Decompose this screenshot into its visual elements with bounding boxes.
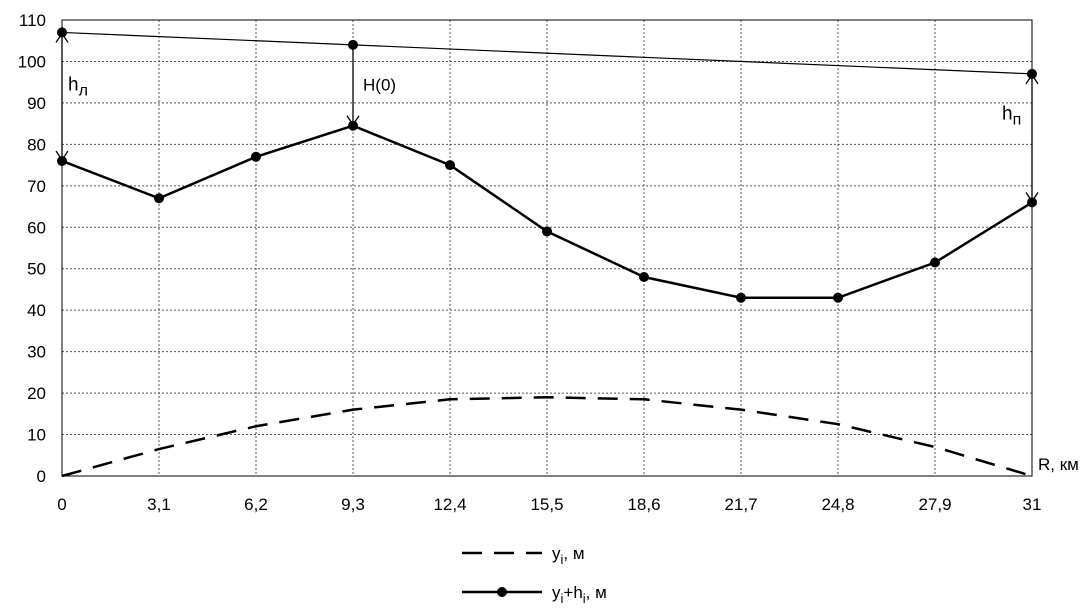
- plot-border: [61, 19, 1033, 477]
- x-tick-label: 18,6: [627, 495, 660, 514]
- line-of-sight: [61, 31, 1033, 75]
- grid: [61, 19, 1033, 477]
- x-tick-label: 21,7: [724, 495, 757, 514]
- x-tick-label: 6,2: [244, 495, 268, 514]
- y-tick-label: 100: [18, 52, 46, 71]
- h-center-label: H(0): [363, 75, 396, 94]
- series-yh-line: [61, 124, 1033, 299]
- y-tick-label: 70: [27, 177, 46, 196]
- y-tick-label: 50: [27, 260, 46, 279]
- legend-swatch-yh-marker: [497, 587, 507, 597]
- x-axis-label: R, км: [1038, 455, 1079, 474]
- h-left-label: hл: [68, 74, 88, 99]
- y-tick-label: 30: [27, 343, 46, 362]
- series-yh-point: [833, 292, 843, 303]
- x-tick-label: 27,9: [918, 495, 951, 514]
- series-yh-point: [154, 193, 164, 204]
- x-tick-label: 31: [1023, 495, 1042, 514]
- legend-label-yh: yi+hi, м: [552, 583, 607, 606]
- h-left-arrow-head-up: [55, 32, 69, 43]
- series-yh-point: [736, 292, 746, 303]
- x-tick-label: 0: [57, 495, 66, 514]
- h-right-arrow-head-up: [1025, 73, 1039, 85]
- series-yh-point: [542, 226, 552, 237]
- x-tick-label: 3,1: [147, 495, 171, 514]
- x-tick-label: 15,5: [530, 495, 563, 514]
- x-tick-label: 9,3: [341, 495, 365, 514]
- y-tick-label: 20: [27, 384, 46, 403]
- series-yh-point: [639, 272, 649, 283]
- x-tick-label: 24,8: [821, 495, 854, 514]
- x-tick-label: 12,4: [433, 495, 466, 514]
- y-tick-label: 80: [27, 135, 46, 154]
- legend-label-y: yi, м: [552, 544, 585, 567]
- y-tick-labels: 0 10 20 30 40 50 60 70 80 90 100 110: [18, 11, 46, 486]
- y-tick-label: 90: [27, 94, 46, 113]
- series-yh-point: [445, 160, 455, 171]
- y-tick-label: 60: [27, 218, 46, 237]
- y-tick-label: 110: [19, 11, 46, 30]
- h-center-arrow-head-down: [346, 115, 360, 126]
- y-tick-label: 40: [27, 301, 46, 320]
- legend: yi, м yi+hi, м: [462, 544, 607, 606]
- series-yh-point: [251, 151, 261, 162]
- h-right-label: hп: [1002, 103, 1021, 128]
- series-y-line: [61, 395, 1033, 478]
- annotations: hл H(0) hп: [55, 32, 1039, 203]
- y-tick-label: 0: [37, 467, 46, 486]
- h-left-arrow-head-down: [55, 150, 69, 162]
- h-right-arrow-head-down: [1025, 192, 1039, 203]
- x-tick-labels: 0 3,1 6,2 9,3 12,4 15,5 18,6 21,7 24,8 27,9 31 R, к…: [57, 455, 1079, 514]
- series-yh-point: [930, 257, 940, 268]
- y-tick-label: 10: [27, 426, 46, 445]
